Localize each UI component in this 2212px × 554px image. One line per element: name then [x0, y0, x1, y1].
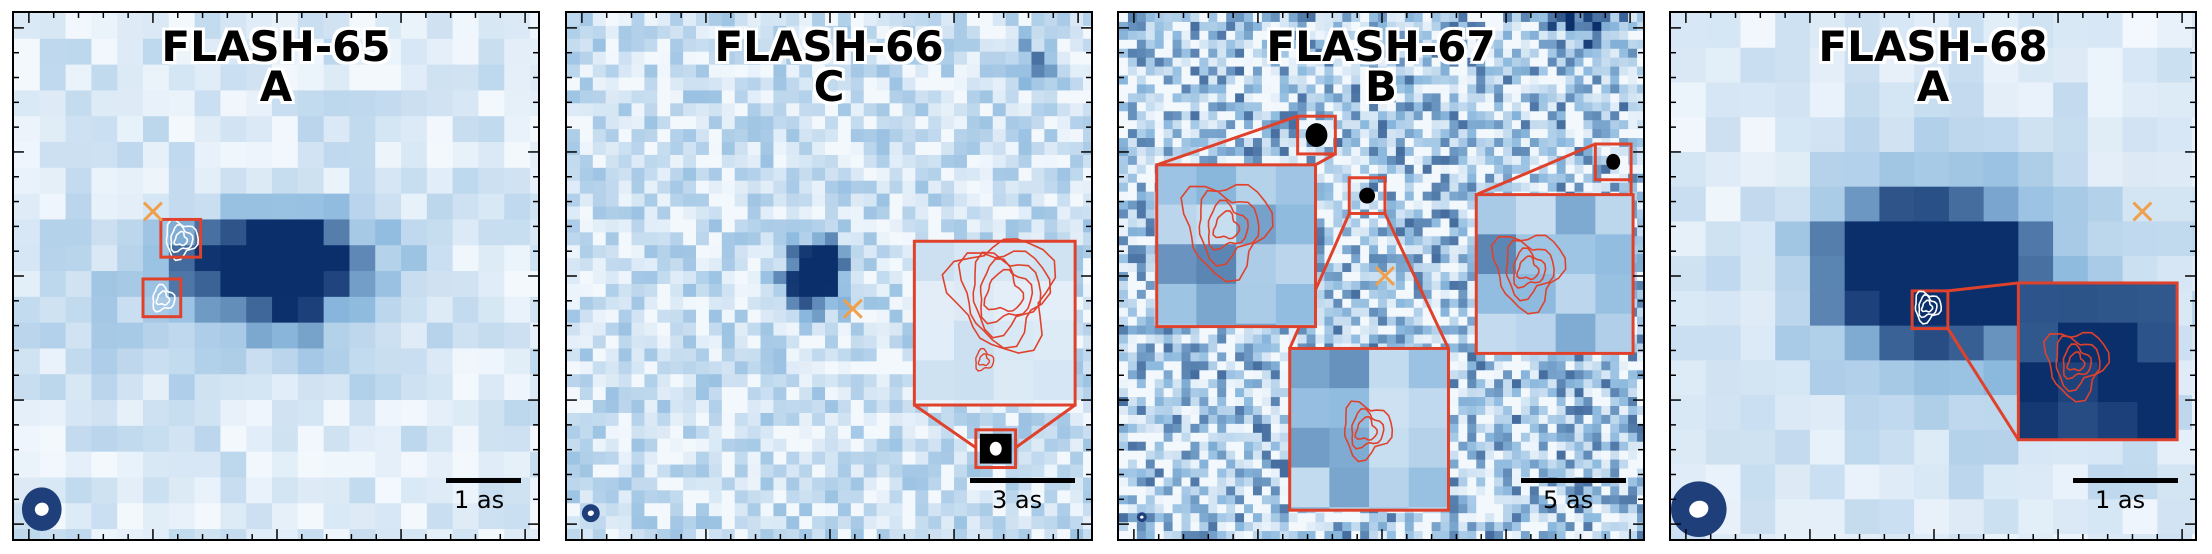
zoom-inset	[1474, 193, 1635, 355]
cross-marker	[142, 201, 163, 222]
panel-flash-65: FLASH-65 A 1 as	[12, 11, 540, 541]
pixel-map	[14, 13, 538, 539]
beam-ellipse	[1671, 481, 1727, 538]
panel-title: FLASH-65 A	[14, 22, 538, 111]
scale-label: 5 as	[1543, 486, 1594, 514]
panel-title: FLASH-68 A	[1671, 22, 2195, 111]
zoom-box	[1296, 114, 1337, 156]
source-label: B	[1364, 62, 1397, 111]
scale-label: 3 as	[992, 486, 1043, 514]
zoom-connector	[913, 403, 977, 449]
zoom-connector	[1475, 142, 1596, 196]
source-name: FLASH-66	[714, 22, 944, 71]
axis-ticks	[1671, 13, 2195, 539]
cross-marker	[842, 298, 863, 319]
scale-label: 1 as	[454, 486, 505, 514]
panel-flash-67: FLASH-67 B 5 as	[1117, 11, 1645, 541]
zoom-connector	[1156, 114, 1299, 167]
red-contours	[1343, 400, 1394, 463]
zoom-inset	[912, 239, 1077, 407]
red-contours	[2042, 331, 2111, 403]
zoom-box	[1593, 142, 1633, 182]
source-core-center	[989, 441, 1002, 456]
panel-flash-66: FLASH-66 C 3 as	[565, 11, 1093, 541]
source-label: C	[813, 62, 845, 111]
white-contours	[152, 283, 176, 313]
axis-ticks	[1119, 13, 1643, 539]
beam-ellipse	[1136, 512, 1147, 523]
zoom-box	[141, 277, 183, 319]
zoom-connector	[1947, 281, 2019, 293]
zoom-box	[1910, 289, 1950, 331]
white-contours	[1914, 290, 1943, 325]
inset-pixels	[1156, 164, 1316, 328]
zoom-inset	[1288, 346, 1450, 512]
panel-title: FLASH-67 B	[1119, 22, 1643, 111]
scale-bar	[1521, 478, 1626, 483]
white-contours	[165, 219, 199, 262]
inset-pixels	[1289, 348, 1449, 511]
axis-ticks	[567, 13, 1091, 539]
scale-bar	[970, 478, 1075, 483]
panel-title: FLASH-66 C	[567, 22, 1091, 111]
cross-marker	[1374, 266, 1395, 286]
source-core	[1359, 187, 1376, 204]
beam-ellipse	[581, 504, 600, 523]
source-core	[1305, 123, 1328, 147]
red-contours	[1180, 183, 1274, 283]
source-label: A	[259, 62, 293, 111]
zoom-connector	[1014, 403, 1076, 449]
image-flash-68	[1671, 13, 2195, 539]
red-contours	[1490, 234, 1567, 315]
image-flash-66	[567, 13, 1091, 539]
zoom-box	[974, 428, 1018, 470]
scale-label: 1 as	[2095, 486, 2146, 514]
zoom-inset	[1155, 163, 1317, 329]
axis-ticks	[14, 13, 538, 539]
panel-flash-68: FLASH-68 A 1 as	[1669, 11, 2197, 541]
source-name: FLASH-65	[161, 22, 391, 71]
image-flash-67	[1119, 13, 1643, 539]
cross-marker	[2132, 201, 2153, 222]
zoom-connector	[1314, 152, 1337, 167]
zoom-connector	[1946, 327, 2020, 441]
pixel-map	[567, 13, 1091, 539]
zoom-inset	[2016, 281, 2179, 442]
inset-pixels	[2018, 282, 2178, 441]
red-contours	[975, 347, 995, 372]
inset-pixels	[1476, 194, 1634, 354]
source-core	[1606, 153, 1621, 170]
source-name: FLASH-67	[1266, 22, 1496, 71]
scale-bar	[446, 478, 521, 483]
red-contours	[941, 238, 1057, 354]
zoom-box	[1347, 176, 1387, 215]
image-flash-65	[14, 13, 538, 539]
source-name: FLASH-68	[1818, 22, 2048, 71]
inset-pixels	[914, 241, 1076, 406]
zoom-connector	[1383, 212, 1450, 350]
scale-bar	[2073, 478, 2178, 483]
zoom-box	[159, 217, 203, 259]
source-label: A	[1916, 62, 1950, 111]
beam-ellipse	[21, 487, 62, 532]
